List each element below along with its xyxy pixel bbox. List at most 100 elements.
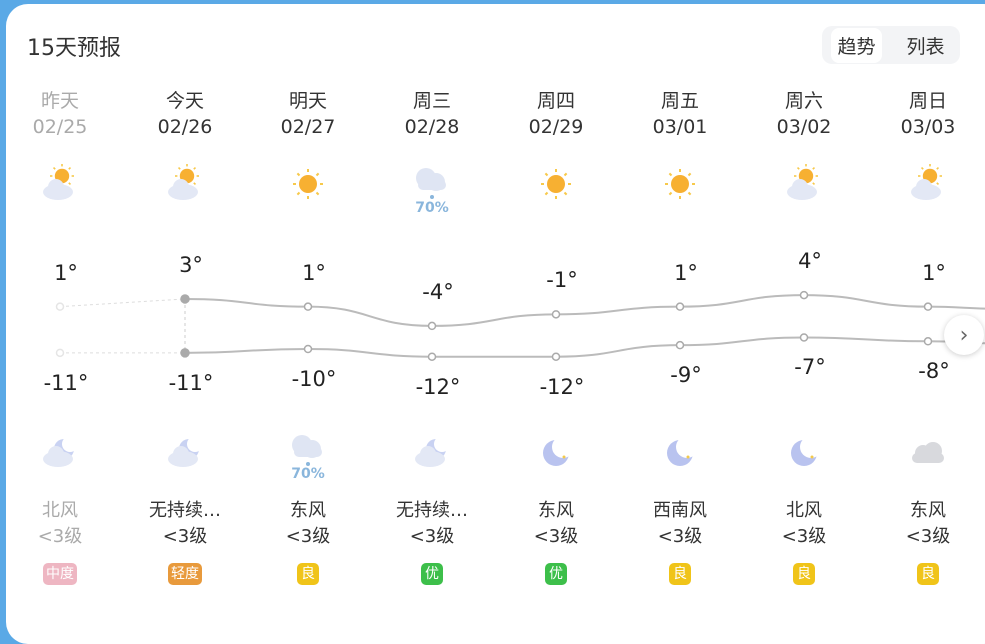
high-temp-point xyxy=(427,321,437,331)
wind-direction: 西南风 xyxy=(653,500,707,521)
partly-cloudy-icon xyxy=(787,164,819,200)
low-temp-point xyxy=(551,352,561,361)
low-temp-point xyxy=(675,340,685,350)
high-temp-point xyxy=(551,310,561,319)
date-label: 02/29 xyxy=(528,116,584,138)
high-temp-point xyxy=(923,302,933,311)
partly-cloudy-icon xyxy=(911,164,943,200)
date-label: 03/01 xyxy=(652,116,708,138)
sun-icon xyxy=(541,169,571,199)
partly-cloudy-icon xyxy=(168,164,200,200)
partly-cloudy-icon xyxy=(43,164,75,200)
low-temp-point xyxy=(303,344,313,354)
rain-cloud-icon xyxy=(416,168,446,199)
aqi-badge: 轻度 xyxy=(123,563,247,585)
high-temp-label: -1° xyxy=(546,268,578,293)
date-label: 03/03 xyxy=(900,116,956,138)
aqi-badge: 良 xyxy=(742,563,866,585)
wind-direction: 东风 xyxy=(290,500,326,521)
low-temp-point xyxy=(799,333,809,342)
page-title: 15天预报 xyxy=(27,36,121,61)
low-temp-label: -12° xyxy=(415,374,461,399)
chevron-right-icon: › xyxy=(959,322,969,348)
wind-direction: 东风 xyxy=(538,500,574,521)
wind-direction: 东风 xyxy=(910,500,946,521)
day-column[interactable]: 明天 02/27 70% 东风 <3级 良 xyxy=(246,86,370,585)
aqi-badge: 中度 xyxy=(0,563,122,585)
high-temp-past-segment xyxy=(59,298,186,308)
wind-info: 北风 <3级 xyxy=(0,498,122,550)
high-temp-point xyxy=(303,302,313,311)
rain-cloud-icon xyxy=(292,435,322,466)
aqi-badge: 良 xyxy=(246,563,370,585)
high-temp-point xyxy=(180,294,190,304)
sun-icon xyxy=(293,169,323,199)
wind-level: <3级 xyxy=(657,526,703,547)
aqi-label: 轻度 xyxy=(168,563,202,585)
wind-info: 东风 <3级 xyxy=(866,498,985,550)
moon-cloud-icon xyxy=(168,436,203,467)
high-temp-point xyxy=(799,290,809,300)
wind-info: 无持续… <3级 xyxy=(370,498,494,550)
day-label: 周日 xyxy=(908,90,947,112)
moon-star-icon xyxy=(791,436,822,466)
day-column[interactable]: 周三 02/28 70% 无持续… <3级 优 xyxy=(370,86,494,585)
cloud-icon xyxy=(912,442,944,463)
date-label: 02/26 xyxy=(157,116,213,138)
tab-trend[interactable]: 趋势 xyxy=(831,27,882,63)
high-temp-point xyxy=(55,302,65,311)
low-temp-label: -8° xyxy=(918,359,950,384)
low-temp-label: -9° xyxy=(670,363,702,388)
low-temp-point xyxy=(180,348,190,358)
wind-info: 东风 <3级 xyxy=(494,498,618,550)
high-temp-label: 4° xyxy=(798,249,822,274)
high-temp-line xyxy=(184,294,985,327)
wind-level: <3级 xyxy=(905,526,951,547)
high-temp-label: 1° xyxy=(674,260,698,285)
wind-info: 西南风 <3级 xyxy=(618,498,742,550)
day-column[interactable]: 周四 02/29 东风 <3级 优 xyxy=(494,86,618,585)
low-temp-label: -10° xyxy=(291,367,337,391)
day-column[interactable]: 周五 03/01 西南风 <3级 良 xyxy=(618,86,742,585)
day-column[interactable]: 今天 02/26 无持续… <3级 轻度 xyxy=(123,86,247,585)
wind-info: 东风 <3级 xyxy=(246,498,370,550)
low-temp-label: -11° xyxy=(168,370,214,395)
aqi-label: 良 xyxy=(917,563,939,585)
tab-list[interactable]: 列表 xyxy=(906,35,945,58)
date-label: 02/25 xyxy=(32,116,88,138)
day-label: 明天 xyxy=(288,90,327,112)
day-column[interactable]: 昨天 02/25 北风 <3级 中度 xyxy=(0,86,122,585)
wind-level: <3级 xyxy=(162,526,208,547)
wind-direction: 北风 xyxy=(42,500,78,521)
low-temp-point xyxy=(923,337,933,346)
sun-icon xyxy=(665,169,695,199)
day-label: 今天 xyxy=(165,90,204,112)
wind-level: <3级 xyxy=(533,526,579,547)
high-temp-label: 1° xyxy=(302,260,326,285)
precip-prob: 70% xyxy=(291,466,325,482)
aqi-label: 良 xyxy=(793,563,815,585)
aqi-badge: 良 xyxy=(866,563,985,585)
low-temp-label: -12° xyxy=(539,374,585,399)
day-column[interactable]: 周日 03/03 东风 <3级 良 xyxy=(866,86,985,585)
moon-cloud-icon xyxy=(43,436,78,467)
day-label: 周六 xyxy=(784,90,823,112)
next-page-button[interactable]: › xyxy=(944,315,984,355)
forecast-card xyxy=(6,4,985,644)
day-label: 周四 xyxy=(536,90,575,112)
wind-info: 北风 <3级 xyxy=(742,498,866,550)
low-temp-label: -11° xyxy=(43,370,89,395)
view-toggle: 趋势 列表 xyxy=(822,26,960,64)
precip-prob: 70% xyxy=(415,200,449,216)
aqi-badge: 良 xyxy=(618,563,742,585)
wind-level: <3级 xyxy=(285,526,331,547)
date-label: 02/27 xyxy=(280,116,336,138)
temperature-chart xyxy=(55,290,985,361)
high-temp-label: 3° xyxy=(179,252,203,277)
low-temp-point xyxy=(427,352,437,361)
wind-level: <3级 xyxy=(37,526,83,547)
date-label: 03/02 xyxy=(776,116,832,138)
day-column[interactable]: 周六 03/02 北风 <3级 良 xyxy=(742,86,866,585)
wind-direction: 北风 xyxy=(786,500,822,521)
low-temp-line xyxy=(184,336,985,358)
